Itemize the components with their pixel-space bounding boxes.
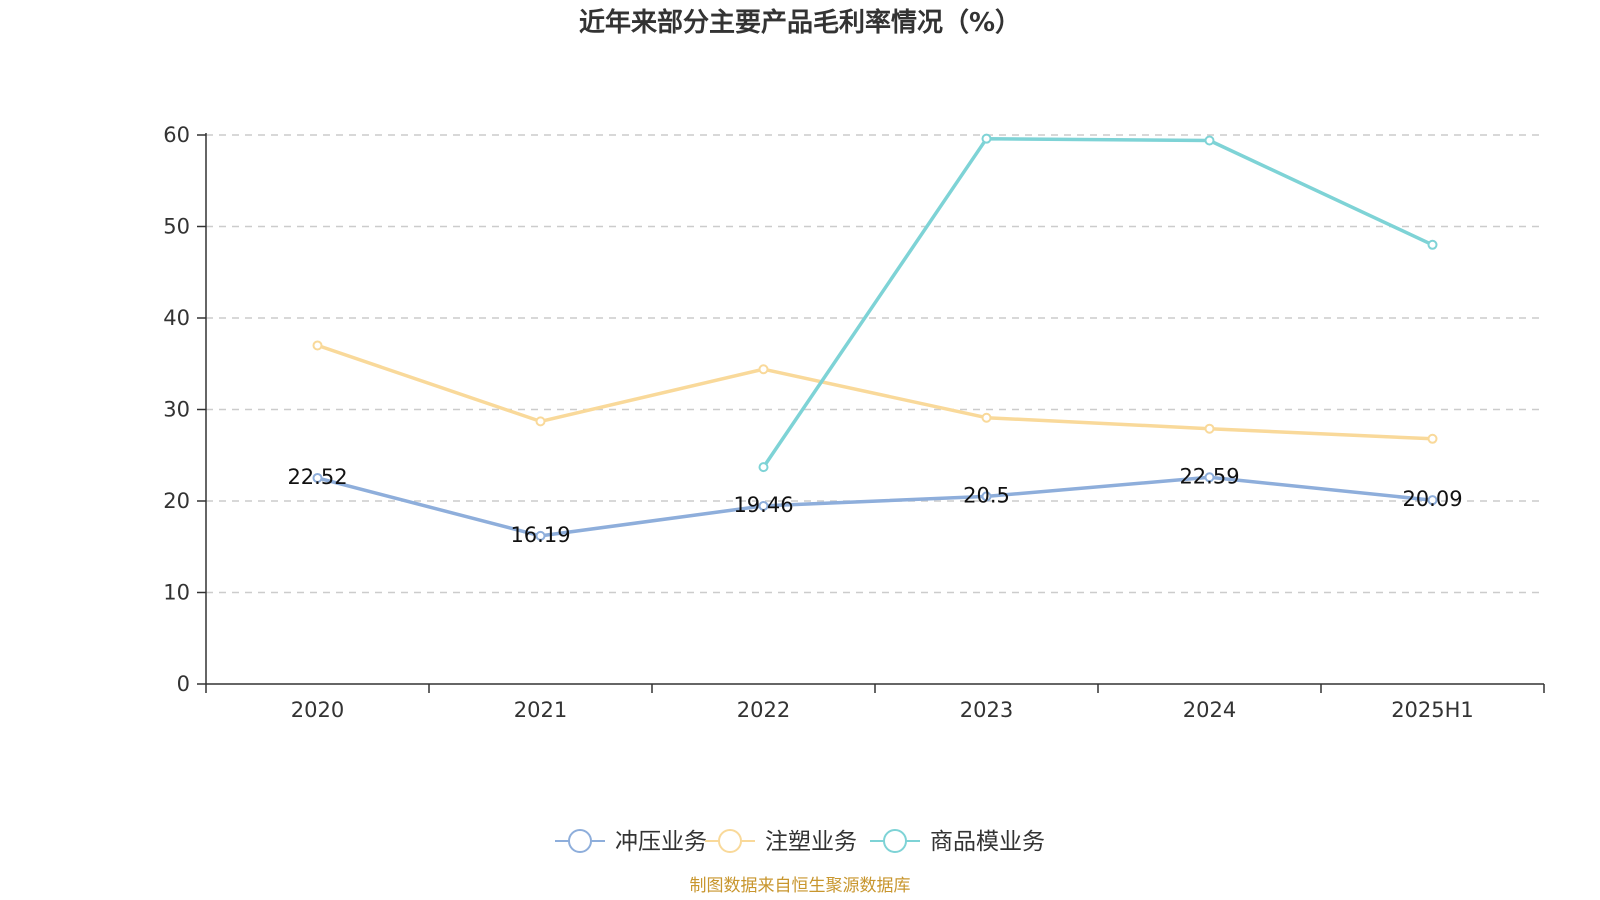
legend-circle-icon (568, 829, 592, 853)
data-label: 22.59 (1179, 464, 1239, 488)
y-tick-label: 50 (163, 215, 190, 239)
x-tick-label: 2024 (1183, 698, 1236, 722)
x-tick-label: 2022 (737, 698, 790, 722)
x-tick-label: 2023 (960, 698, 1013, 722)
data-point (312, 340, 323, 351)
y-tick-label: 40 (163, 306, 190, 330)
data-point (981, 133, 992, 144)
data-point (1427, 239, 1438, 250)
legend-item-1[interactable]: 冲压业务 (555, 829, 707, 855)
data-point (758, 462, 769, 473)
data-point (535, 530, 546, 541)
data-point (1427, 433, 1438, 444)
chart-title: 近年来部分主要产品毛利率情况（%） (578, 8, 1022, 38)
legend-label: 商品模业务 (930, 829, 1045, 855)
data-point (312, 472, 323, 483)
y-tick-label: 20 (163, 489, 190, 513)
y-tick-label: 10 (163, 581, 190, 605)
data-labels: 22.52 16.19 19.46 20.5 22.59 20.09 (287, 464, 1462, 547)
y-tick-label: 30 (163, 398, 190, 422)
legend-circle-icon (718, 829, 742, 853)
data-label: 19.46 (733, 493, 793, 517)
data-point (1204, 423, 1215, 434)
legend-label: 注塑业务 (765, 829, 857, 855)
y-tick-label: 0 (177, 672, 190, 696)
data-point (1204, 135, 1215, 146)
data-point (758, 500, 769, 511)
series-line-1 (317, 475, 1433, 538)
data-point (1204, 472, 1215, 483)
legend[interactable]: 冲压业务 注塑业务 商品模业务 (555, 829, 1045, 855)
source-note: 制图数据来自恒生聚源数据库 (689, 876, 911, 896)
legend-item-3[interactable]: 商品模业务 (870, 829, 1045, 855)
data-label: 20.5 (963, 483, 1010, 507)
data-label: 20.09 (1402, 487, 1462, 511)
data-label: 16.19 (510, 523, 570, 547)
data-point (758, 364, 769, 375)
series-lines (312, 133, 1438, 541)
x-tick-label: 2025H1 (1391, 698, 1474, 722)
y-tick-label: 60 (163, 123, 190, 147)
data-point (981, 491, 992, 502)
data-point (981, 412, 992, 423)
x-tick-label: 2020 (291, 698, 344, 722)
data-point (535, 416, 546, 427)
data-point (1427, 495, 1438, 506)
axes: 0 10 20 30 40 50 60 2020 2021 2022 2023 2024 2025H1 (163, 123, 1545, 722)
legend-label: 冲压业务 (615, 829, 707, 855)
series-line-2 (316, 343, 1433, 441)
x-tick-label: 2021 (514, 698, 567, 722)
data-label: 22.52 (287, 465, 347, 489)
series-line-3 (762, 136, 1434, 469)
legend-item-2[interactable]: 注塑业务 (705, 829, 857, 855)
legend-circle-icon (883, 829, 907, 853)
